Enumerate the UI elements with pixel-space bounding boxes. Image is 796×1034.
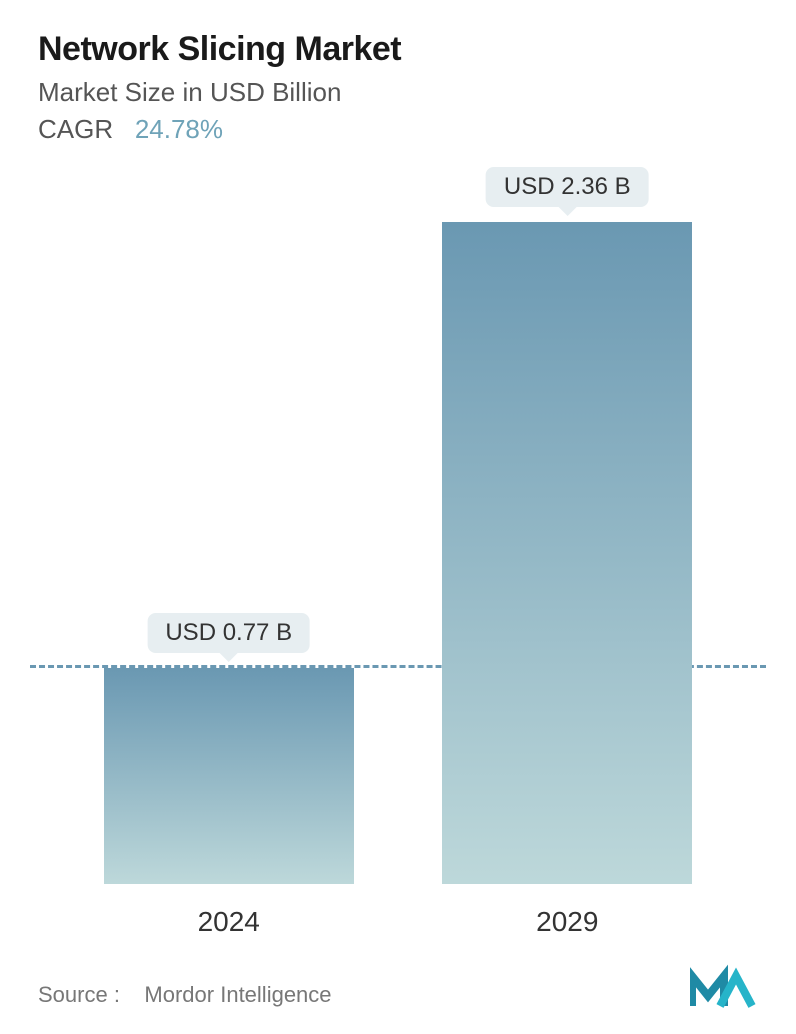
brand-logo-icon [690, 964, 760, 1008]
value-label: USD 2.36 B [486, 167, 649, 207]
value-label-pointer-icon [219, 652, 239, 662]
plot-region: USD 0.77 B USD 2.36 B [30, 155, 766, 884]
footer: Source : Mordor Intelligence [30, 954, 766, 1014]
chart-title: Network Slicing Market [38, 30, 766, 69]
source-label: Source : [38, 982, 120, 1007]
value-label-wrap: USD 0.77 B [147, 613, 310, 662]
chart-container: Network Slicing Market Market Size in US… [0, 0, 796, 1034]
source-value: Mordor Intelligence [144, 982, 331, 1007]
chart-subtitle: Market Size in USD Billion [38, 77, 766, 108]
cagr-value: 24.78% [135, 114, 223, 144]
x-axis-label: 2024 [198, 906, 260, 938]
cagr-label: CAGR [38, 114, 113, 144]
x-axis-label: 2029 [536, 906, 598, 938]
bar [442, 222, 692, 884]
cagr-line: CAGR 24.78% [38, 114, 766, 145]
value-label-wrap: USD 2.36 B [486, 167, 649, 216]
value-label: USD 0.77 B [147, 613, 310, 653]
value-label-pointer-icon [557, 206, 577, 216]
header: Network Slicing Market Market Size in US… [30, 30, 766, 145]
bar [104, 668, 354, 884]
chart-area: USD 0.77 B USD 2.36 B 2024 2029 [30, 155, 766, 954]
x-axis-labels: 2024 2029 [30, 894, 766, 954]
source-text: Source : Mordor Intelligence [38, 982, 332, 1008]
